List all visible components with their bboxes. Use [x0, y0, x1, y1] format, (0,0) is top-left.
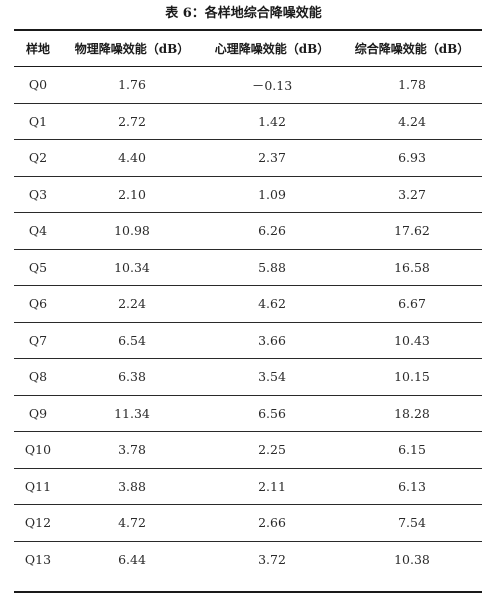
- cell-physical-efficiency: 10.98: [114, 223, 150, 239]
- table-header-rule: [14, 66, 482, 67]
- table-row: Q0 1.76 －0.13 1.78: [14, 67, 482, 104]
- cell-physical-efficiency: 6.44: [118, 552, 146, 568]
- cell-psychological-efficiency: －0.13: [251, 78, 293, 94]
- cell-site: Q7: [28, 332, 48, 348]
- cell-site: Q5: [28, 259, 48, 275]
- cell-combined-efficiency: 10.43: [394, 332, 430, 348]
- table-header-row: 样地 物理降噪效能（dB） 心理降噪效能（dB） 综合降噪效能（dB）: [14, 31, 482, 66]
- cell-psychological-efficiency: 2.37: [258, 150, 286, 166]
- cell-combined-efficiency: 3.27: [398, 186, 426, 202]
- table-row: Q8 6.38 3.54 10.15: [14, 359, 482, 396]
- header-psychological-efficiency: 心理降噪效能（dB）: [214, 42, 330, 56]
- cell-psychological-efficiency: 2.11: [258, 478, 286, 494]
- cell-psychological-efficiency: 6.56: [258, 405, 286, 421]
- cell-psychological-efficiency: 2.66: [258, 515, 286, 531]
- table-row: Q4 10.98 6.26 17.62: [14, 213, 482, 250]
- cell-physical-efficiency: 2.10: [118, 186, 146, 202]
- cell-combined-efficiency: 6.15: [398, 442, 426, 458]
- cell-physical-efficiency: 3.78: [118, 442, 146, 458]
- table-row: Q6 2.24 4.62 6.67: [14, 286, 482, 323]
- cell-combined-efficiency: 7.54: [398, 515, 426, 531]
- cell-psychological-efficiency: 4.62: [258, 296, 286, 312]
- cell-site: Q13: [24, 552, 52, 568]
- cell-psychological-efficiency: 3.66: [258, 332, 286, 348]
- table-row: Q3 2.10 1.09 3.27: [14, 177, 482, 213]
- table-row: Q9 11.34 6.56 18.28: [14, 396, 482, 432]
- header-site: 样地: [25, 42, 50, 56]
- cell-combined-efficiency: 18.28: [394, 405, 430, 421]
- cell-site: Q6: [28, 296, 48, 312]
- cell-site: Q3: [28, 186, 48, 202]
- cell-combined-efficiency: 17.62: [394, 223, 430, 239]
- cell-physical-efficiency: 11.34: [114, 405, 150, 421]
- table-row: Q12 4.72 2.66 7.54: [14, 505, 482, 542]
- cell-physical-efficiency: 4.40: [118, 150, 146, 166]
- table-row: Q2 4.40 2.37 6.93: [14, 140, 482, 177]
- cell-psychological-efficiency: 3.72: [258, 552, 286, 568]
- cell-physical-efficiency: 2.24: [118, 296, 146, 312]
- table-row: Q11 3.88 2.11 6.13: [14, 469, 482, 505]
- table-caption: 表 6：各样地综合降噪效能: [165, 6, 322, 21]
- cell-site: Q0: [28, 77, 48, 93]
- cell-psychological-efficiency: 1.42: [258, 113, 286, 129]
- cell-physical-efficiency: 4.72: [118, 515, 146, 531]
- cell-combined-efficiency: 10.38: [394, 552, 430, 568]
- cell-physical-efficiency: 10.34: [114, 259, 150, 275]
- cell-combined-efficiency: 6.93: [398, 150, 426, 166]
- cell-site: Q11: [24, 478, 52, 494]
- cell-combined-efficiency: 10.15: [394, 369, 430, 385]
- cell-site: Q1: [28, 113, 48, 129]
- cell-combined-efficiency: 16.58: [394, 259, 430, 275]
- cell-physical-efficiency: 6.38: [118, 369, 146, 385]
- cell-combined-efficiency: 6.13: [398, 478, 426, 494]
- table-row: Q7 6.54 3.66 10.43: [14, 323, 482, 359]
- cell-psychological-efficiency: 2.25: [258, 442, 286, 458]
- table-row: Q13 6.44 3.72 10.38: [14, 542, 482, 579]
- cell-site: Q12: [24, 515, 52, 531]
- cell-physical-efficiency: 1.76: [118, 77, 146, 93]
- cell-site: Q8: [28, 369, 48, 385]
- cell-combined-efficiency: 1.78: [398, 77, 426, 93]
- table-bottom-rule: [14, 591, 482, 593]
- cell-site: Q9: [28, 405, 48, 421]
- header-combined-efficiency: 综合降噪效能（dB）: [354, 42, 470, 56]
- cell-psychological-efficiency: 5.88: [258, 259, 286, 275]
- cell-physical-efficiency: 2.72: [118, 113, 146, 129]
- table-top-rule: [14, 29, 482, 31]
- cell-psychological-efficiency: 1.09: [258, 186, 286, 202]
- table-row: Q1 2.72 1.42 4.24: [14, 104, 482, 140]
- cell-site: Q10: [24, 442, 52, 458]
- cell-physical-efficiency: 3.88: [118, 478, 146, 494]
- table-row: Q10 3.78 2.25 6.15: [14, 432, 482, 469]
- table-body: Q0 1.76 －0.13 1.78 Q1 2.72 1.42 4.24 Q2 4.40 2.37 6…: [14, 67, 482, 578]
- cell-psychological-efficiency: 3.54: [258, 369, 286, 385]
- cell-combined-efficiency: 6.67: [398, 296, 426, 312]
- cell-psychological-efficiency: 6.26: [258, 223, 286, 239]
- cell-site: Q4: [28, 223, 48, 239]
- cell-physical-efficiency: 6.54: [118, 332, 146, 348]
- header-physical-efficiency: 物理降噪效能（dB）: [74, 42, 190, 56]
- cell-site: Q2: [28, 150, 48, 166]
- cell-combined-efficiency: 4.24: [398, 113, 426, 129]
- table-row: Q5 10.34 5.88 16.58: [14, 250, 482, 286]
